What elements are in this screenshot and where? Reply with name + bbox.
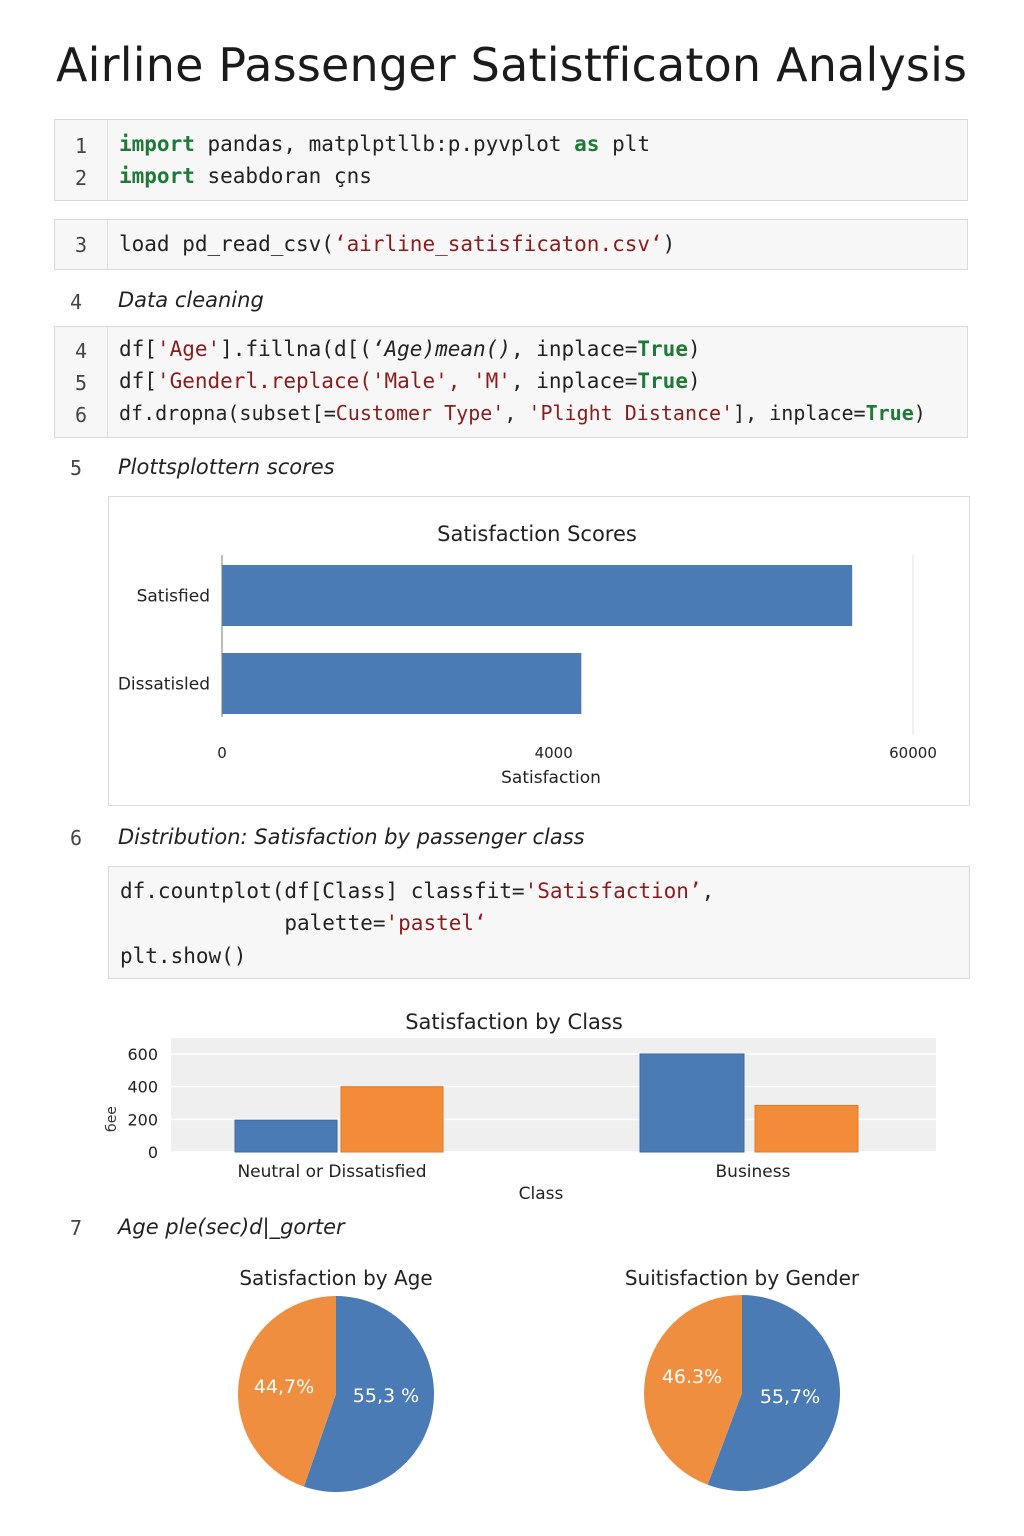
line-gutter xyxy=(55,327,108,437)
bar xyxy=(340,1086,444,1153)
x-tick-label: Business xyxy=(716,1162,791,1182)
x-axis-label: Class xyxy=(519,1184,564,1204)
pie-slice xyxy=(238,1296,336,1487)
markdown-heading-distribution: Distribution: Satisfaction by passenger … xyxy=(118,825,585,849)
code-line: df.countplot(df[Class] classfit='Satisfa… xyxy=(120,879,715,903)
bar xyxy=(222,653,582,714)
code-cell-cleaning[interactable]: 4 5 6 df['Age'].fillna(d[(‘Age)mean(), i… xyxy=(54,326,968,438)
code-line-5: df['Genderl.replace('Male', 'M', inplace… xyxy=(119,369,701,393)
y-axis-label: бее xyxy=(104,1106,120,1132)
pie-chart-gender: Suitisfaction by Gender 55,7% 46.3% xyxy=(625,1266,860,1491)
bar xyxy=(754,1104,859,1153)
pie-label: 46.3% xyxy=(662,1366,722,1388)
pie-label: 55,7% xyxy=(760,1386,820,1408)
y-tick-label: 0 xyxy=(148,1143,158,1162)
code-cell-load[interactable]: 3 load pd_read_csv(‘airline_satisficaton… xyxy=(54,219,968,270)
x-axis-label: Satisfaction xyxy=(501,768,601,788)
code-line-2: import seabdoran çns xyxy=(119,164,372,188)
pie-charts: Satisfaction by Age 55,3 % 44,7% Suitisfac… xyxy=(238,1266,860,1492)
markdown-heading-cleaning: Data cleaning xyxy=(118,288,264,312)
bar xyxy=(234,1119,338,1153)
code-line-3: load pd_read_csv(‘airline_satisficaton.c… xyxy=(119,232,676,256)
line-number: 1 xyxy=(74,134,88,158)
markdown-heading-plot: Plottsplottern scores xyxy=(118,455,335,479)
code-line: plt.show() xyxy=(120,944,247,968)
code-cell-imports[interactable]: 1 2 import pandas, matplptllb:p.pyvplot … xyxy=(54,119,968,201)
code-line-6: df.dropna(subset[=Customer Type', 'Pligh… xyxy=(119,401,926,425)
y-tick-label: 600 xyxy=(127,1045,158,1064)
page-title: Airline Passenger Satistficaton Analysis xyxy=(56,38,968,92)
pie-chart-age: Satisfaction by Age 55,3 % 44,7% xyxy=(238,1266,435,1492)
code-line: palette='pastel‘ xyxy=(120,911,487,935)
x-tick-label: 60000 xyxy=(889,744,937,762)
code-cell-countplot[interactable]: df.countplot(df[Class] classfit='Satisfa… xyxy=(108,866,970,979)
markdown-heading-age: Age ple(sec)d|_gorter xyxy=(118,1215,345,1239)
line-number: 5 xyxy=(74,371,88,395)
line-number: 4 xyxy=(70,290,83,314)
y-tick-label: Satisfied xyxy=(137,587,210,607)
output-satisfaction-scores: Satisfaction Scores Satisfied Dissatisled… xyxy=(108,496,970,806)
pie-label: 55,3 % xyxy=(353,1385,419,1407)
satisfaction-scores-chart: Satisfaction Scores Satisfied Dissatisled… xyxy=(118,522,937,788)
chart-title: Satisfaction by Class xyxy=(405,1010,623,1034)
pie-slice xyxy=(643,1295,742,1485)
chart-title: Suitisfaction by Gender xyxy=(625,1266,860,1290)
y-tick-label: Dissatisled xyxy=(118,675,210,695)
line-number: 7 xyxy=(70,1216,83,1240)
pie-slice xyxy=(303,1296,435,1492)
x-tick-label: 0 xyxy=(217,744,227,762)
line-number: 2 xyxy=(74,166,88,190)
chart-title: Satisfaction by Age xyxy=(239,1266,432,1290)
x-tick-label: 4000 xyxy=(535,744,573,762)
line-number: 6 xyxy=(74,403,88,427)
x-tick-label: Neutral or Dissatisfied xyxy=(237,1162,426,1182)
y-tick-label: 200 xyxy=(127,1110,158,1129)
line-number: 3 xyxy=(74,233,88,257)
satisfaction-by-class-chart: Satisfaction by Class 0 200 400 600 Neutral… xyxy=(104,1010,936,1204)
chart-title: Satisfaction Scores xyxy=(437,522,637,546)
line-number: 5 xyxy=(70,456,83,480)
bar xyxy=(639,1053,745,1153)
bar xyxy=(222,565,853,626)
line-number: 4 xyxy=(74,339,88,363)
line-number: 6 xyxy=(70,826,83,850)
code-line-1: import pandas, matplptllb:p.pyvplot as p… xyxy=(119,132,651,156)
pie-label: 44,7% xyxy=(254,1376,314,1398)
code-line-4: df['Age'].fillna(d[(‘Age)mean(), inplace… xyxy=(119,337,701,361)
y-tick-label: 400 xyxy=(127,1078,158,1097)
line-gutter xyxy=(55,120,108,200)
pie-slice xyxy=(707,1295,840,1491)
line-gutter xyxy=(55,220,108,269)
